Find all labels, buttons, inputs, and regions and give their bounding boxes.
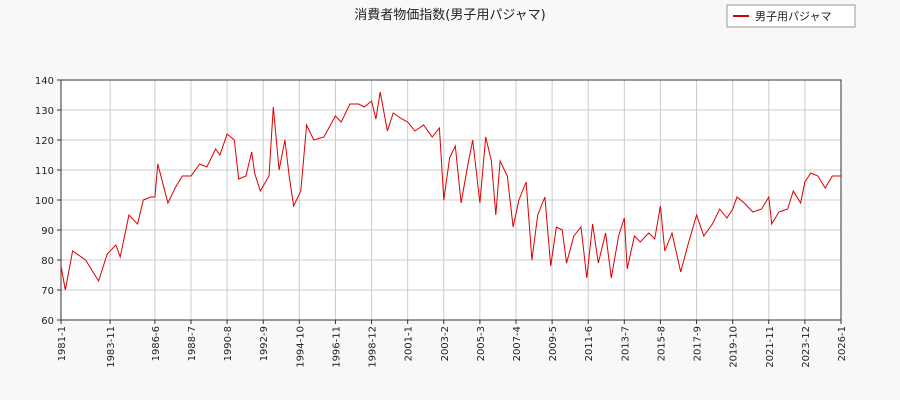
chart-title: 消費者物価指数(男子用パジャマ) <box>354 8 546 23</box>
x-tick-label: 2019-10 <box>729 326 740 368</box>
x-tick-label: 2017-9 <box>693 326 704 361</box>
y-tick-label: 140 <box>35 76 54 87</box>
y-tick-label: 130 <box>35 106 54 117</box>
plot-frame <box>60 79 842 321</box>
legend-box <box>726 4 856 28</box>
x-tick-label: 2011-6 <box>584 326 595 361</box>
x-tick-label: 1994-10 <box>295 326 306 368</box>
x-tick-label: 1992-9 <box>259 326 270 361</box>
y-tick-label: 120 <box>35 136 54 147</box>
x-tick-label: 1990-8 <box>223 326 234 361</box>
y-tick-label: 70 <box>41 286 54 297</box>
series-line <box>60 91 841 291</box>
x-tick-label: 2001-1 <box>404 326 415 361</box>
y-tick-label: 80 <box>41 256 54 267</box>
y-tick-label: 90 <box>41 226 54 237</box>
x-tick-label: 1988-7 <box>187 326 198 361</box>
y-tick-label: 60 <box>41 316 54 327</box>
x-tick-label: 2005-3 <box>476 326 487 361</box>
x-tick-label: 2013-7 <box>620 326 631 361</box>
x-tick-label: 1998-12 <box>368 326 379 368</box>
legend-label: 男子用パジャマ <box>755 10 831 23</box>
x-tick-label: 2003-2 <box>440 326 451 361</box>
x-tick-label: 2023-12 <box>801 326 812 368</box>
x-tick-label: 1996-11 <box>331 326 342 368</box>
x-tick-label: 1981-1 <box>57 326 68 361</box>
x-tick-label: 2021-11 <box>765 326 776 368</box>
y-tick-label: 110 <box>35 166 54 177</box>
x-tick-label: 2009-5 <box>548 326 559 361</box>
y-tick-label: 100 <box>35 196 54 207</box>
x-tick-label: 2015-8 <box>656 326 667 361</box>
x-tick-label: 2007-4 <box>512 326 523 361</box>
x-tick-label: 1986-6 <box>151 326 162 361</box>
x-tick-label: 2026-1 <box>837 326 848 361</box>
x-tick-label: 1983-11 <box>106 326 117 368</box>
